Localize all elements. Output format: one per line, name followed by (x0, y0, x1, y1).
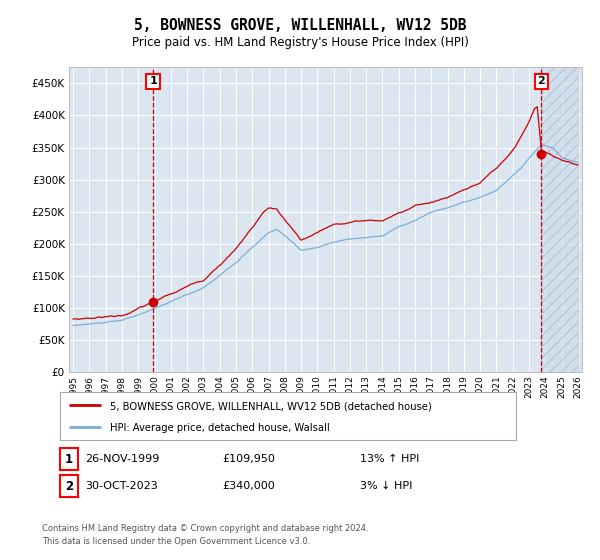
Text: 1: 1 (149, 76, 157, 86)
Text: 2: 2 (538, 76, 545, 86)
Text: £109,950: £109,950 (222, 454, 275, 464)
Text: HPI: Average price, detached house, Walsall: HPI: Average price, detached house, Wals… (110, 423, 330, 433)
Text: Contains HM Land Registry data © Crown copyright and database right 2024.
This d: Contains HM Land Registry data © Crown c… (42, 524, 368, 546)
Text: 5, BOWNESS GROVE, WILLENHALL, WV12 5DB: 5, BOWNESS GROVE, WILLENHALL, WV12 5DB (134, 18, 466, 32)
Text: Price paid vs. HM Land Registry's House Price Index (HPI): Price paid vs. HM Land Registry's House … (131, 36, 469, 49)
Text: £340,000: £340,000 (222, 481, 275, 491)
Text: 3% ↓ HPI: 3% ↓ HPI (360, 481, 412, 491)
Text: 26-NOV-1999: 26-NOV-1999 (85, 454, 160, 464)
Bar (541, 67, 578, 372)
Text: 2: 2 (65, 479, 73, 493)
Text: 30-OCT-2023: 30-OCT-2023 (85, 481, 158, 491)
Text: 13% ↑ HPI: 13% ↑ HPI (360, 454, 419, 464)
Text: 5, BOWNESS GROVE, WILLENHALL, WV12 5DB (detached house): 5, BOWNESS GROVE, WILLENHALL, WV12 5DB (… (110, 402, 432, 411)
Text: 1: 1 (65, 452, 73, 466)
